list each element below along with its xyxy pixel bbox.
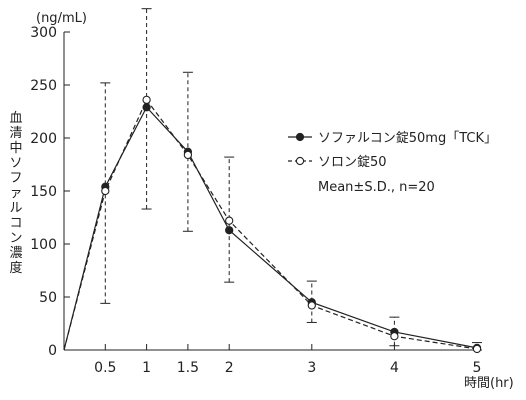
x-tick-label: 5 (473, 360, 482, 376)
x-tick-label: 2 (225, 360, 234, 376)
x-ticks: 0.5 1 1.5 2 3 4 5 (94, 344, 481, 376)
x-tick-label: 1 (142, 360, 151, 376)
y-unit-label: (ng/mL) (36, 11, 87, 26)
data-point (225, 226, 234, 235)
y-axis-title-char: フ (9, 171, 22, 186)
series-line (63, 98, 478, 351)
data-point (390, 332, 399, 341)
y-tick-label: 200 (30, 131, 57, 147)
y-tick-label: 250 (30, 78, 57, 94)
y-tick-label: 150 (30, 184, 57, 200)
y-axis-title-char: コ (9, 216, 22, 231)
series-layer (63, 8, 482, 354)
legend-marker-series-1 (295, 132, 305, 142)
y-axis-title-char: 濃 (9, 246, 22, 261)
y-tick-label: 100 (30, 237, 57, 253)
y-tick-label: 300 (30, 25, 57, 41)
x-axis-title: 時間(hr) (464, 376, 514, 391)
y-ticks: 0 50 100 150 200 250 300 (30, 25, 70, 359)
legend-note: Mean±S.D., n=20 (318, 180, 435, 195)
series-line (63, 106, 478, 351)
x-tick-label: 4 (390, 360, 399, 376)
y-axis-title-char: ソ (9, 156, 22, 171)
data-point (307, 301, 316, 310)
data-point (101, 186, 110, 196)
y-axis-title-char: 血 (9, 111, 22, 126)
legend-label-series-1: ソファルコン錠50mg「TCK」 (318, 131, 497, 146)
series-2 (63, 95, 482, 354)
y-axis-title-char: 清 (9, 126, 22, 141)
y-axis-title-char: 度 (9, 260, 22, 276)
x-tick-label: 1.5 (177, 360, 199, 376)
data-point (225, 216, 234, 225)
y-axis-title-char: ル (9, 201, 22, 216)
data-point (142, 95, 151, 104)
y-axis-title-char: ァ (9, 186, 22, 201)
legend: ソファルコン錠50mg「TCK」 ソロン錠50 Mean±S.D., n=20 (288, 131, 497, 195)
legend-label-series-2: ソロン錠50 (318, 155, 387, 170)
x-tick-label: 0.5 (94, 360, 116, 376)
y-axis-title-char: ン (9, 231, 22, 246)
x-tick-label: 3 (307, 360, 316, 376)
data-point (183, 150, 193, 160)
data-point (472, 344, 482, 354)
y-tick-label: 50 (39, 290, 57, 306)
y-axis-title-char: 中 (9, 141, 22, 156)
legend-marker-series-2 (295, 156, 305, 166)
y-tick-label: 0 (48, 343, 57, 359)
